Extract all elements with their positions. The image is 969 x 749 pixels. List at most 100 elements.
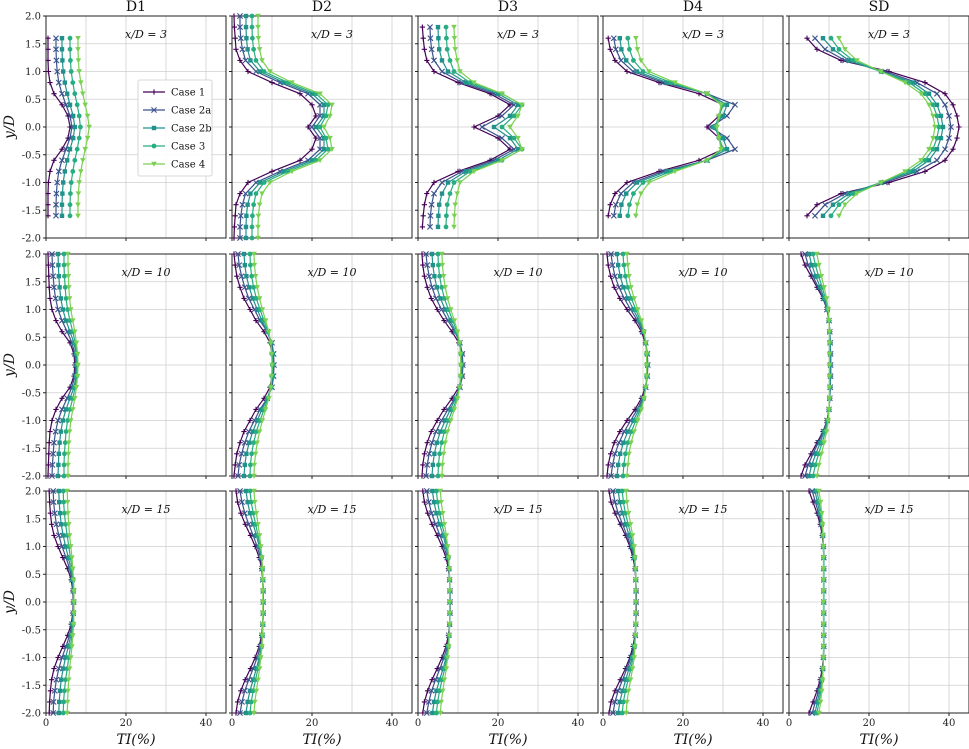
data-point — [57, 699, 62, 705]
data-point — [623, 522, 628, 527]
data-point — [439, 68, 445, 75]
data-point — [51, 284, 57, 291]
data-point — [439, 473, 445, 479]
data-point — [454, 191, 460, 197]
data-point — [451, 36, 458, 41]
data-point — [241, 284, 248, 291]
data-point — [269, 80, 275, 86]
data-point — [256, 202, 263, 208]
panel: x/D = 10 — [415, 251, 599, 479]
data-point — [820, 555, 827, 561]
data-point — [441, 522, 448, 528]
data-point — [437, 451, 442, 457]
data-point — [922, 80, 928, 86]
data-point — [249, 451, 255, 457]
data-point — [259, 58, 265, 64]
data-point — [850, 191, 856, 197]
data-point — [623, 451, 628, 457]
data-point — [245, 521, 252, 528]
data-point — [451, 69, 457, 74]
data-point — [635, 307, 641, 313]
data-point — [247, 666, 253, 672]
data-point — [430, 262, 435, 268]
data-point — [247, 710, 253, 716]
data-point — [281, 169, 287, 174]
data-point — [55, 79, 62, 86]
data-point — [618, 57, 624, 64]
data-point — [45, 251, 51, 257]
data-point — [435, 251, 441, 257]
data-point — [902, 169, 908, 175]
data-point — [259, 644, 265, 650]
data-point — [632, 555, 638, 561]
data-point — [826, 396, 833, 402]
panel-annotation: x/D = 15 — [122, 503, 171, 516]
data-point — [267, 180, 273, 186]
data-point — [819, 677, 826, 683]
data-point — [268, 351, 275, 357]
data-point — [65, 158, 70, 163]
data-point — [233, 202, 239, 208]
data-point — [610, 488, 616, 494]
data-point — [634, 180, 640, 185]
data-point — [826, 340, 833, 346]
data-point — [256, 666, 263, 672]
data-point — [242, 521, 248, 527]
data-point — [511, 113, 517, 119]
data-point — [68, 69, 74, 74]
data-point — [618, 451, 623, 456]
data-point — [431, 179, 437, 186]
data-point — [65, 473, 71, 479]
data-point — [420, 35, 426, 41]
data-point — [75, 58, 82, 64]
data-point — [444, 46, 450, 52]
panel: x/D = 3 — [229, 13, 413, 241]
data-point — [623, 710, 629, 716]
x-tick-label: 20 — [492, 718, 505, 729]
legend-label: Case 3 — [171, 142, 205, 153]
column-title: D2 — [312, 0, 332, 15]
data-point — [50, 450, 57, 457]
data-point — [854, 58, 860, 64]
data-point — [511, 135, 517, 141]
data-point — [451, 318, 458, 324]
y-tick-label: -2.0 — [22, 709, 41, 720]
data-point — [231, 224, 237, 230]
data-point — [624, 473, 630, 479]
y-tick-label: 0.5 — [25, 95, 41, 106]
data-point — [62, 284, 68, 290]
data-point — [231, 13, 237, 19]
data-point — [421, 451, 427, 457]
panel: x/D = 3 — [415, 15, 599, 241]
y-tick-label: 0.0 — [25, 598, 41, 609]
data-point — [232, 262, 238, 268]
data-point — [59, 90, 65, 97]
data-point — [256, 47, 263, 53]
data-point — [435, 24, 441, 30]
data-point — [428, 46, 435, 53]
data-point — [76, 135, 82, 141]
data-point — [245, 295, 252, 302]
data-point — [245, 428, 252, 435]
data-point — [253, 406, 259, 412]
data-point — [233, 46, 239, 52]
data-point — [75, 202, 81, 208]
y-tick-label: -2.0 — [22, 234, 41, 245]
data-point — [620, 511, 625, 516]
data-point — [251, 284, 256, 290]
data-point — [46, 451, 52, 457]
data-point — [309, 124, 315, 130]
data-point — [151, 125, 157, 131]
data-point — [625, 429, 630, 434]
data-point — [954, 113, 960, 119]
data-point — [248, 262, 253, 268]
data-point — [317, 135, 323, 142]
data-point — [826, 407, 832, 413]
data-point — [930, 102, 936, 108]
data-point — [60, 488, 66, 494]
data-point — [623, 677, 628, 682]
data-point — [439, 462, 446, 468]
data-point — [59, 36, 65, 41]
data-point — [434, 688, 439, 693]
legend-label: Case 4 — [171, 160, 205, 171]
